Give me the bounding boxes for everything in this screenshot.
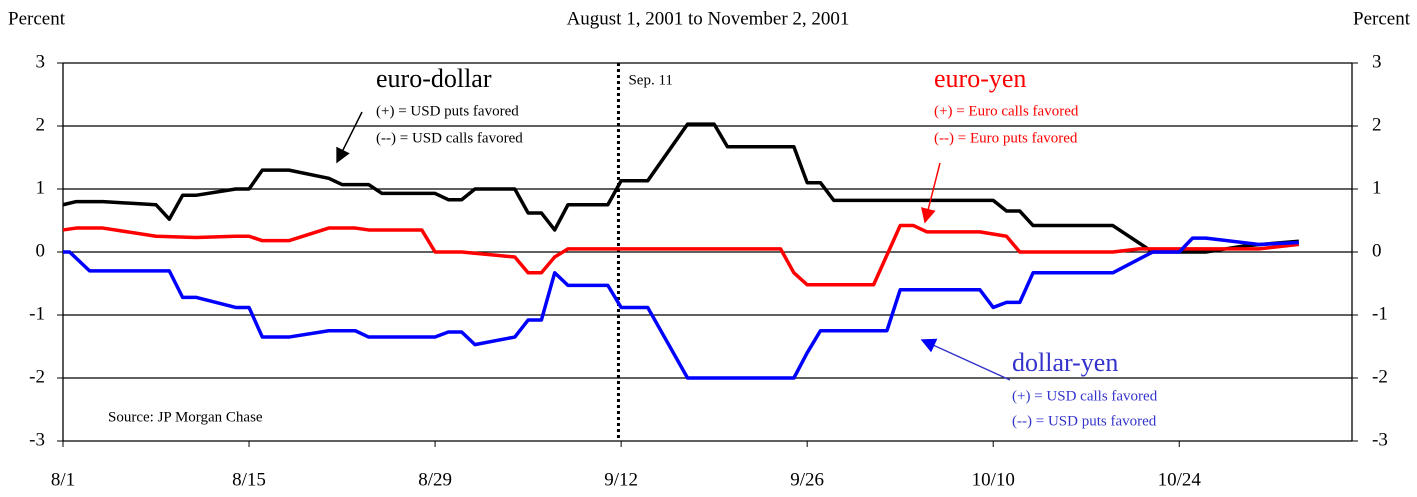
x-tick-label: 9/26 (790, 469, 824, 490)
y-tick-label: -2 (29, 366, 45, 387)
x-tick-label: 9/12 (604, 469, 638, 490)
y2-tick-label: 3 (1372, 51, 1382, 72)
series-line (62, 122, 1299, 254)
annotation-text: (+) = Euro calls favored (934, 103, 1079, 119)
chart-title: August 1, 2001 to November 2, 2001 (567, 8, 850, 29)
y-tick-label: -1 (29, 303, 45, 324)
annotation-text: (--) = Euro puts favored (934, 130, 1078, 146)
y-tick-label: 0 (36, 240, 46, 261)
annotation-arrow (921, 162, 941, 224)
annotation-arrow (920, 338, 1011, 381)
annotation-title: dollar-yen (1012, 348, 1118, 377)
annotation-title: euro-dollar (376, 64, 492, 93)
x-tick-label: 8/15 (232, 469, 266, 490)
plot-area: -3 -2 -1 0 1 2 3 -3 -2 -1 0 1 2 3 8/1 8/15 8/29 9/12 9/26 1… (29, 51, 1388, 490)
series-line (62, 223, 1300, 287)
event-label: Sep. 11 (628, 72, 672, 88)
y-tick-label: -3 (29, 429, 45, 450)
y-tick-label: 2 (36, 114, 46, 135)
annotation-arrow (336, 111, 363, 164)
annotation-title: euro-yen (934, 64, 1026, 93)
x-tick-label: 8/1 (51, 469, 75, 490)
annotation-text: (--) = USD puts favored (1012, 413, 1157, 429)
annotation-text: (--) = USD calls favored (376, 130, 523, 146)
y2-axis-label: Percent (1353, 8, 1411, 29)
y-tick-label: 3 (36, 51, 46, 72)
annotation-text: (+) = USD calls favored (1012, 388, 1158, 404)
series-line (63, 236, 1299, 380)
y2-tick-label: -1 (1372, 303, 1388, 324)
source-note: Source: JP Morgan Chase (108, 409, 263, 425)
y2-tick-label: 0 (1372, 240, 1382, 261)
x-tick-label: 10/24 (1158, 469, 1202, 490)
y2-tick-label: 2 (1372, 114, 1382, 135)
y-axis-label: Percent (8, 8, 66, 29)
y2-tick-label: -3 (1372, 429, 1388, 450)
x-tick-label: 10/10 (972, 469, 1015, 490)
annotation-text: (+) = USD puts favored (376, 103, 519, 119)
y-tick-label: 1 (36, 177, 46, 198)
x-tick-label: 8/29 (418, 469, 452, 490)
y2-tick-label: -2 (1372, 366, 1388, 387)
y2-tick-label: 1 (1372, 177, 1382, 198)
